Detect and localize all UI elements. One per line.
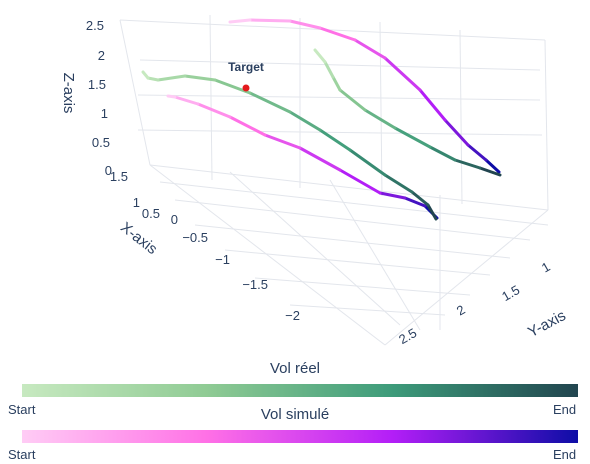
simule-path-1-segment	[378, 191, 407, 200]
reel-path-1-segment	[156, 74, 187, 82]
simule-path-1-segment	[403, 196, 427, 208]
simule-path-1-segment	[196, 102, 232, 119]
simule-path-1-segment	[263, 133, 302, 150]
reel-path-2-segment	[331, 75, 342, 92]
grid-lines	[119, 14, 549, 346]
grid-line	[137, 94, 541, 101]
grid-line	[194, 224, 511, 259]
z-tick-label: 0.5	[92, 135, 110, 150]
tick-labels: 00.511.522.51.510.5 0−0.5−1−1.5−211.522.5	[86, 18, 553, 347]
simule-path-2-segment	[228, 18, 252, 24]
grid-line	[174, 199, 531, 241]
simule-path-2-segment	[418, 88, 447, 122]
grid-line	[379, 21, 383, 197]
colorbar-reel-start: Start	[8, 402, 36, 417]
colorbar-reel-title: Vol réel	[269, 360, 321, 377]
simule-path-2-segment	[383, 56, 422, 92]
x-tick-label: −1.5	[242, 277, 268, 292]
simule-path-1-segment	[166, 94, 177, 99]
grid-line	[149, 164, 549, 211]
reel-path-1-segment	[348, 148, 387, 177]
grid-line	[209, 14, 213, 181]
simule-path-1-segment	[228, 115, 267, 137]
grid-line	[544, 39, 549, 211]
reel-path-1-segment	[426, 203, 438, 221]
x-axis-title: X-axis	[117, 219, 160, 258]
target-marker[interactable]	[242, 84, 250, 92]
reel-path-1-segment	[383, 173, 414, 194]
reel-path-1-segment	[288, 110, 322, 132]
x-tick-label: 0.5	[142, 206, 160, 221]
simule-path-1-segment	[298, 146, 342, 172]
simule-path-2-segment	[318, 26, 357, 42]
reel-path-1-segment	[410, 190, 430, 207]
reel-path-2-segment	[393, 126, 432, 149]
grid-line	[254, 277, 471, 296]
y-axis-title: Y-axis	[525, 307, 569, 341]
grid-line	[289, 304, 446, 316]
reel-path-1-segment	[141, 70, 150, 80]
grid-line	[119, 19, 151, 166]
reel-path-1-segment	[183, 74, 217, 82]
grid-line	[329, 179, 421, 331]
colorbar-reel-end: End	[553, 402, 577, 417]
z-tick-label: 2	[98, 48, 105, 63]
trajectories	[141, 18, 502, 221]
plot-area[interactable]: 00.511.522.51.510.5 0−0.5−1−1.5−211.522.5…	[0, 0, 590, 350]
grid-line	[459, 29, 463, 205]
grid-line	[159, 181, 549, 226]
x-tick-label: −1	[215, 252, 230, 267]
colorbar-simule-start: Start	[8, 447, 36, 462]
simule-path-2-segment	[466, 143, 488, 162]
x-tick-label: −0.5	[182, 230, 208, 245]
x-tick-label: −2	[285, 308, 300, 323]
z-axis-title: Z-axis	[60, 73, 77, 114]
simule-path-1-segment	[173, 95, 200, 106]
y-tick-label: 1.5	[499, 282, 522, 304]
colorbar-simule-title: Vol simulé	[260, 406, 330, 423]
grid-line	[137, 129, 543, 136]
x-tick-label: 0	[171, 212, 178, 227]
z-tick-label: 1	[101, 106, 108, 121]
grid-line	[229, 171, 401, 326]
y-tick-label: 1	[539, 259, 553, 276]
grid-line	[384, 209, 549, 346]
grid-line	[224, 249, 491, 276]
simule-path-2-segment	[484, 158, 501, 174]
reel-path-2-segment	[428, 145, 457, 162]
reel-path-2-segment	[453, 158, 482, 170]
reel-path-2-segment	[313, 48, 327, 64]
colorbar-simule-end: End	[553, 447, 577, 462]
reel-path-2-segment	[478, 166, 502, 177]
z-tick-label: 2.5	[86, 18, 104, 33]
y-tick-label: 2	[454, 302, 468, 319]
x-tick-label: 1.5	[110, 169, 128, 184]
colorbar-reel[interactable]	[22, 384, 578, 397]
grid-line	[139, 59, 541, 71]
z-tick-label: 1.5	[88, 77, 106, 92]
reel-path-2-segment	[363, 108, 397, 130]
x-tick-label: 1	[133, 195, 140, 210]
simule-path-2-segment	[443, 118, 470, 147]
grid-line	[119, 19, 546, 41]
y-tick-label: 2.5	[396, 325, 419, 347]
colorbar-simule[interactable]	[22, 430, 578, 443]
reel-path-2-segment	[338, 88, 367, 112]
reel-path-1-segment	[248, 91, 292, 114]
simule-path-1-segment	[338, 168, 382, 195]
simule-path-2-segment	[248, 18, 292, 23]
reel-path-1-segment	[318, 128, 352, 152]
reel-path-1-segment	[146, 76, 160, 82]
simule-path-2-segment	[353, 38, 387, 60]
reel-path-2-segment	[323, 60, 335, 79]
target-label: Target	[228, 60, 264, 74]
z-tick-label: 0	[105, 163, 112, 178]
grid-line	[149, 164, 386, 346]
simule-path-2-segment	[288, 19, 322, 30]
